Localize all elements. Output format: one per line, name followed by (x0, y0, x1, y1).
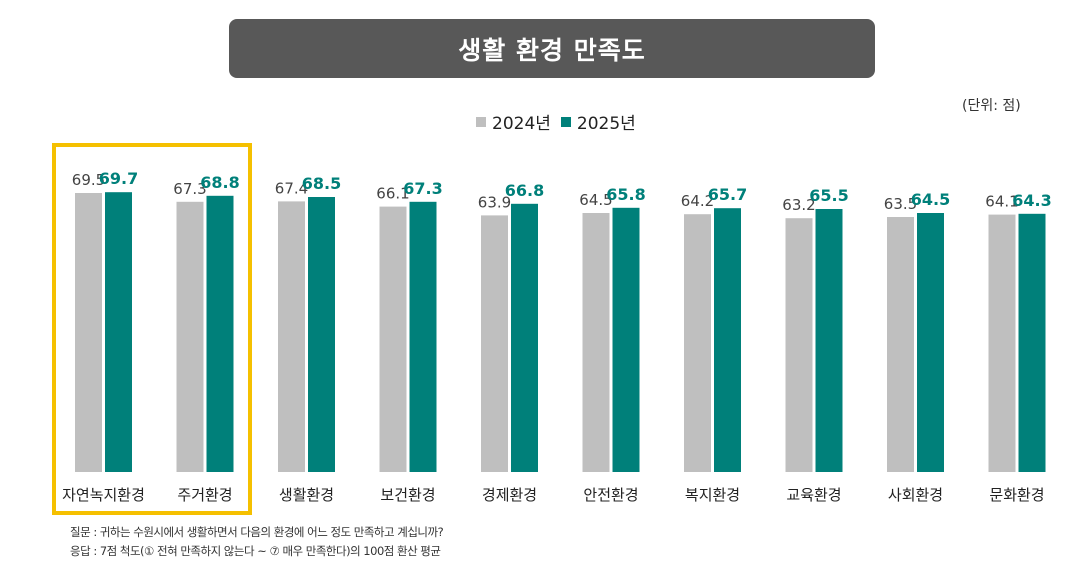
data-label-2025년-안전환경: 65.8 (606, 185, 645, 204)
data-label-2024년-안전환경: 64.5 (579, 191, 612, 209)
data-label-2024년-자연녹지환경: 69.5 (72, 171, 105, 189)
data-label-2024년-경제환경: 63.9 (478, 193, 511, 211)
data-label-2024년-교육환경: 63.2 (782, 196, 815, 214)
bar-2025년-주거환경 (206, 195, 234, 473)
bar-2025년-문화환경 (1018, 213, 1046, 473)
bar-2025년-자연녹지환경 (105, 192, 132, 472)
x-tick-label-교육환경: 교육환경 (786, 486, 841, 504)
data-label-2025년-경제환경: 66.8 (505, 181, 544, 200)
bar-2025년-안전환경 (612, 207, 640, 473)
highlight-box (52, 143, 252, 515)
data-label-2025년-보건환경: 67.3 (403, 179, 442, 198)
bar-2025년-경제환경 (511, 203, 538, 473)
chart-title-banner: 생활 환경 만족도 (229, 19, 875, 78)
x-tick-label-주거환경: 주거환경 (177, 486, 232, 504)
bar-2024년-경제환경 (481, 215, 508, 472)
bar-2025년-교육환경 (815, 209, 843, 472)
bar-2024년-주거환경 (176, 201, 204, 473)
data-label-2024년-복지환경: 64.2 (681, 192, 714, 210)
data-label-2025년-자연녹지환경: 69.7 (99, 169, 138, 188)
x-tick-label-복지환경: 복지환경 (685, 486, 740, 504)
data-label-2024년-보건환경: 66.1 (376, 185, 409, 203)
bar-2025년-사회환경 (917, 213, 944, 472)
data-label-2025년-생활환경: 68.5 (302, 174, 341, 193)
x-tick-label-사회환경: 사회환경 (888, 486, 943, 504)
footnote-question: 질문 : 귀하는 수원시에서 생활하면서 다음의 환경에 어느 정도 만족하고 … (70, 525, 444, 539)
data-label-2024년-문화환경: 64.1 (985, 193, 1018, 211)
legend-swatch-2024 (476, 116, 486, 127)
x-tick-label-경제환경: 경제환경 (482, 486, 537, 504)
x-tick-label-보건환경: 보건환경 (380, 486, 435, 504)
bar-2024년-안전환경 (582, 213, 610, 472)
bar-2024년-사회환경 (887, 217, 914, 472)
bar-2024년-생활환경 (278, 201, 305, 472)
bar-2024년-보건환경 (379, 206, 407, 472)
bar-2024년-문화환경 (988, 214, 1016, 472)
bar-2024년-복지환경 (684, 214, 711, 472)
legend: 2024년 2025년 (476, 109, 646, 134)
legend-item-2024: 2024년 (476, 109, 551, 134)
data-label-2024년-주거환경: 67.3 (173, 180, 206, 198)
unit-label: (단위: 점) (962, 98, 1021, 114)
bar-2025년-복지환경 (714, 208, 741, 472)
bar-2024년-자연녹지환경 (75, 193, 102, 472)
data-label-2025년-주거환경: 68.8 (200, 173, 239, 192)
legend-swatch-2025 (560, 116, 571, 127)
data-label-2025년-교육환경: 65.5 (809, 186, 848, 205)
bar-2025년-보건환경 (409, 201, 437, 473)
data-label-2024년-생활환경: 67.4 (275, 179, 308, 197)
data-label-2025년-문화환경: 64.3 (1012, 191, 1051, 210)
legend-item-2025: 2025년 (560, 109, 636, 134)
x-tick-label-생활환경: 생활환경 (279, 486, 334, 504)
bar-2025년-생활환경 (308, 197, 335, 472)
data-label-2025년-복지환경: 65.7 (708, 185, 747, 204)
footnote-answer: 응답 : 7점 척도(① 전혀 만족하지 않는다 ~ ⑦ 매우 만족한다)의 1… (70, 544, 441, 558)
data-label-2025년-사회환경: 64.5 (911, 190, 950, 209)
x-tick-label-안전환경: 안전환경 (583, 486, 638, 504)
x-tick-label-자연녹지환경: 자연녹지환경 (62, 486, 145, 504)
data-label-2024년-사회환경: 63.5 (884, 195, 917, 213)
bar-2024년-교육환경 (785, 218, 813, 472)
chart-title: 생활 환경 만족도 (458, 35, 646, 65)
legend-label-2025: 2025년 (576, 114, 636, 134)
legend-label-2024: 2024년 (492, 114, 551, 134)
x-tick-label-문화환경: 문화환경 (989, 486, 1044, 504)
